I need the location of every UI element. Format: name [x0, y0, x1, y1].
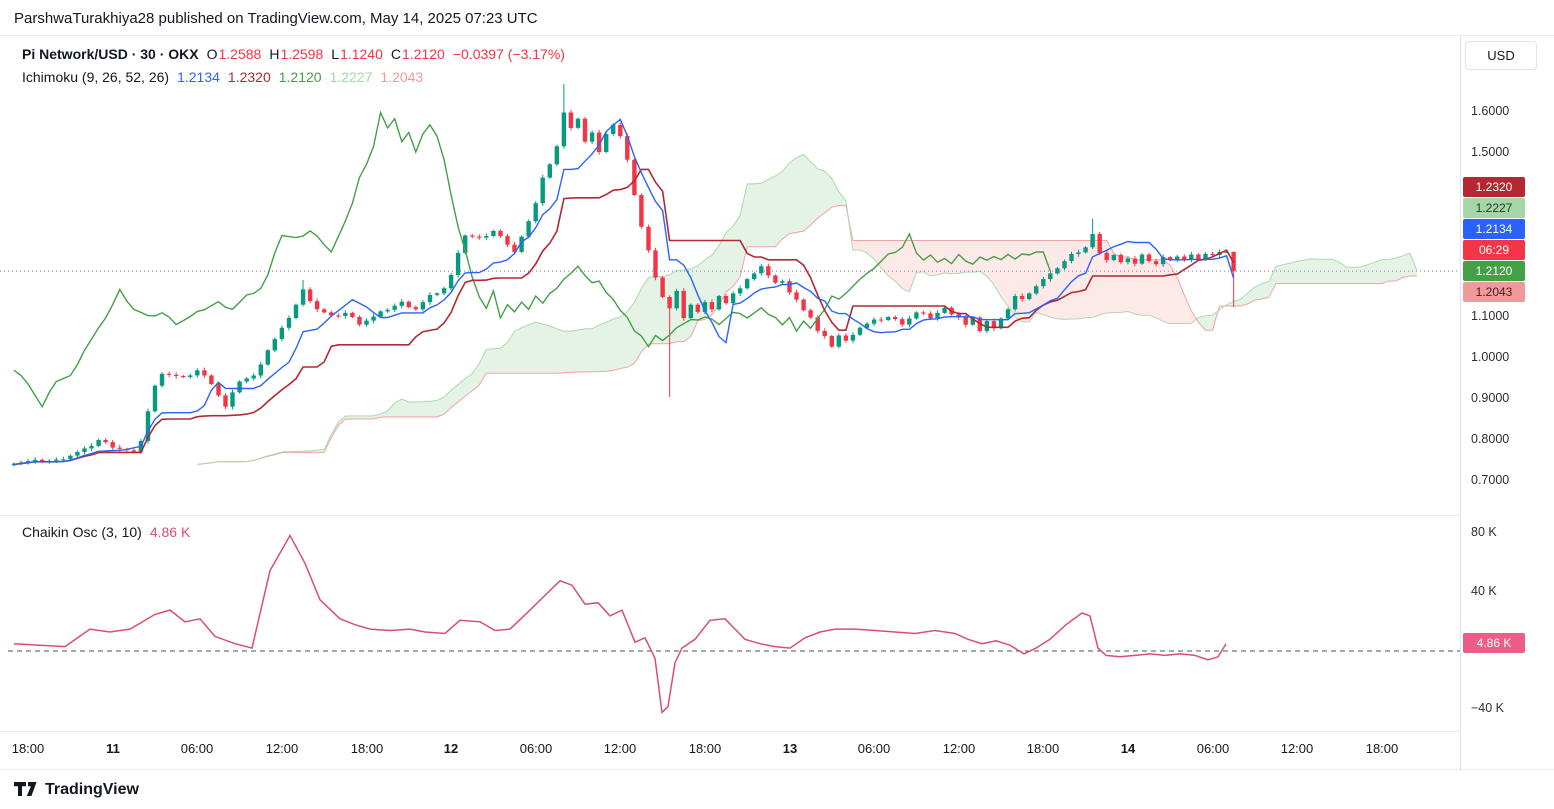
time-axis-label: 18:00: [688, 741, 722, 756]
chaikin-oscillator-chart[interactable]: [0, 516, 1460, 732]
bar-countdown-badge: 06:29: [1463, 240, 1525, 260]
tradingview-brand[interactable]: TradingView: [45, 780, 139, 798]
time-axis-label: 18:00: [1365, 741, 1399, 756]
time-axis-day-label: 11: [106, 741, 120, 756]
tenkan-price-badge: 1.2134: [1463, 219, 1525, 239]
tradingview-logo-icon[interactable]: [14, 782, 37, 797]
candlestick-chart[interactable]: [0, 36, 1460, 515]
kijun-price-badge: 1.2320: [1463, 177, 1525, 197]
price-axis-tick: 0.7000: [1471, 473, 1510, 487]
currency-toggle-button[interactable]: USD: [1465, 41, 1537, 70]
price-axis-tick: 1.5000: [1471, 145, 1510, 159]
last-price-badge: 1.2120: [1463, 261, 1525, 281]
price-axis-tick: 1.6000: [1471, 104, 1510, 118]
senkou-a-price-badge: 1.2227: [1463, 198, 1525, 218]
price-axis-tick: 1.1000: [1471, 309, 1510, 323]
time-axis-label: 12:00: [265, 741, 299, 756]
price-axis-tick: 0.9000: [1471, 391, 1510, 405]
time-axis[interactable]: 18:00 11 06:00 12:00 18:00 12 06:00 12:00 18:00 1…: [0, 731, 1460, 771]
time-axis-label: 12:00: [942, 741, 976, 756]
chaikin-pane[interactable]: Chaikin Osc (3, 10) 4.86 K: [0, 515, 1460, 731]
chart-area: Pi Network/USD · 30 · OKX O1.2588 H1.259…: [0, 35, 1554, 771]
senkou-b-price-badge: 1.2043: [1463, 282, 1525, 302]
chaikin-value-badge: 4.86 K: [1463, 633, 1525, 653]
price-axis-tick: 1.0000: [1471, 350, 1510, 364]
oscillator-axis-tick: −40 K: [1471, 701, 1505, 715]
publish-attribution: ParshwaTurakhiya28 published on TradingV…: [14, 10, 538, 27]
time-axis-label: 12:00: [1280, 741, 1314, 756]
time-axis-label: 06:00: [519, 741, 553, 756]
time-axis-label: 18:00: [350, 741, 384, 756]
time-axis-day-label: 12: [443, 741, 459, 756]
time-axis-label: 06:00: [180, 741, 214, 756]
price-pane[interactable]: Pi Network/USD · 30 · OKX O1.2588 H1.259…: [0, 36, 1460, 515]
time-axis-day-label: 13: [782, 741, 798, 756]
time-axis-day-label: 14: [1120, 741, 1136, 756]
time-axis-label: 12:00: [603, 741, 637, 756]
oscillator-axis-tick: 80 K: [1471, 525, 1497, 539]
time-axis-label: 18:00: [1026, 741, 1060, 756]
price-axis-tick: 0.8000: [1471, 432, 1510, 446]
time-axis-label: 06:00: [857, 741, 891, 756]
time-axis-label: 18:00: [11, 741, 45, 756]
price-axis[interactable]: USD 1.6000 1.5000 1.1000 1.0000 0.9000 0.8000…: [1460, 36, 1554, 771]
oscillator-axis-tick: 40 K: [1471, 584, 1497, 598]
footer: TradingView: [0, 770, 1554, 809]
time-axis-label: 06:00: [1196, 741, 1230, 756]
